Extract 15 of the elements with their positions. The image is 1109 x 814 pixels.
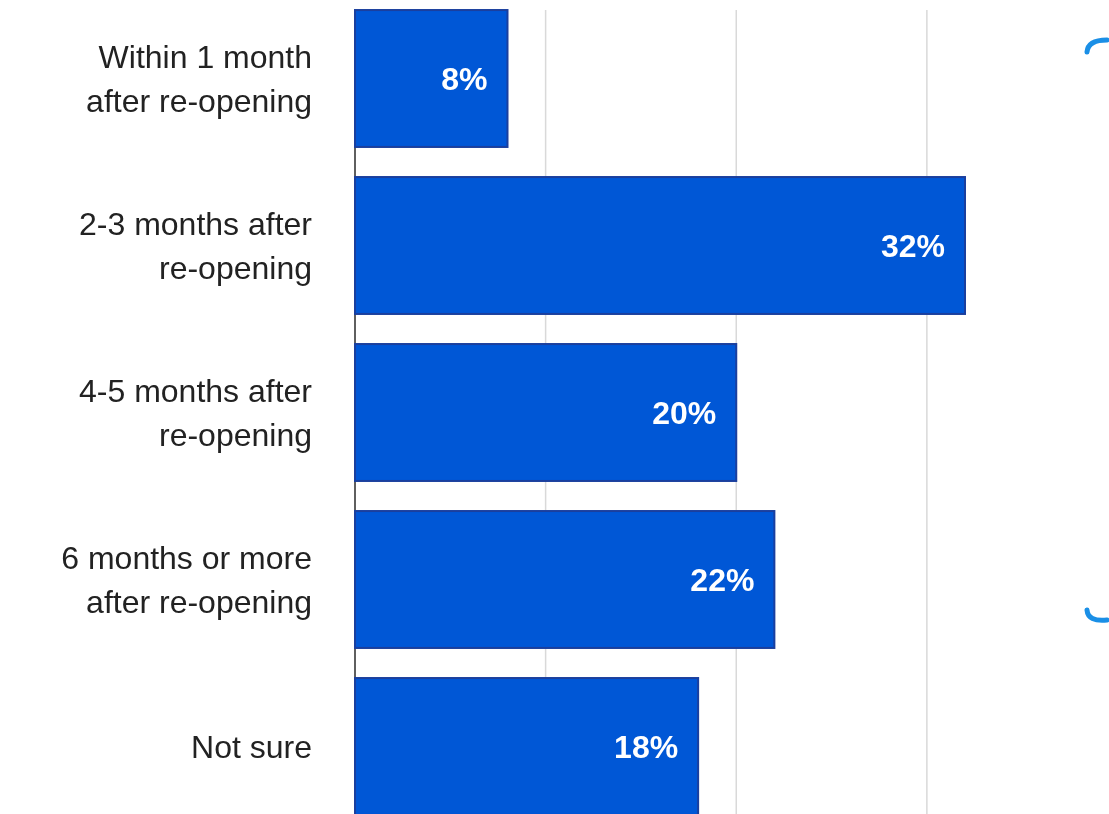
data-label: 20% <box>652 394 717 431</box>
data-label: 32% <box>880 227 945 264</box>
bar <box>354 510 776 649</box>
bar <box>354 677 700 814</box>
y-tick-label: 2-3 months after re-opening <box>79 205 313 286</box>
data-label: 18% <box>614 728 679 765</box>
y-tick-label: Within 1 month after re-opening <box>86 38 312 119</box>
data-label: 22% <box>690 561 755 598</box>
bar <box>354 176 966 315</box>
y-tick-label: Not sure <box>191 728 312 765</box>
bar <box>354 343 738 482</box>
y-tick-label: 6 months or more after re-opening <box>61 539 312 620</box>
y-tick-label: 4-5 months after re-opening <box>79 372 313 453</box>
data-label: 8% <box>441 60 488 97</box>
bar <box>354 9 509 148</box>
